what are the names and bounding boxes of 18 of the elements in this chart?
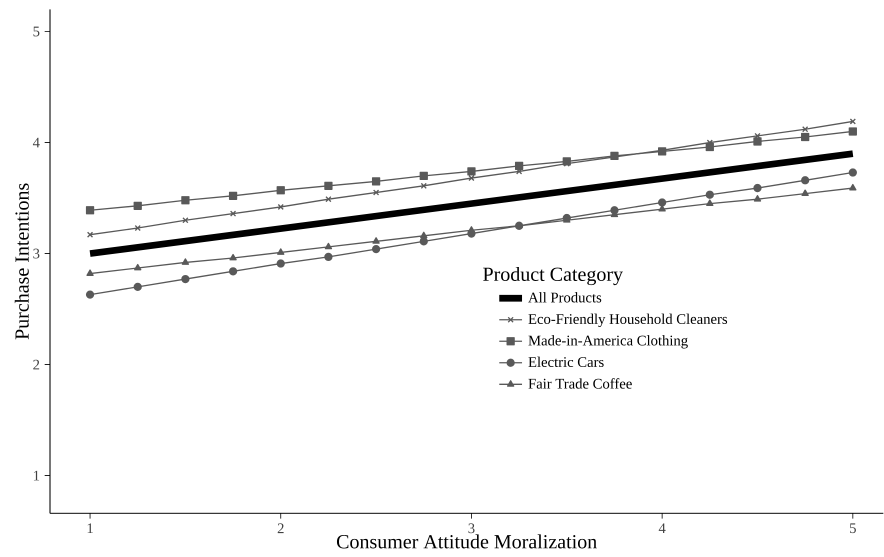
y-tick-label: 2 [33, 360, 40, 370]
x-tick-label: 4 [658, 523, 666, 533]
legend-label: Fair Trade Coffee [528, 378, 632, 388]
legend-label: All Products [528, 292, 602, 302]
legend-label: Electric Cars [528, 356, 604, 367]
y-tick-label: 5 [33, 26, 40, 36]
y-tick-label: 1 [34, 470, 40, 480]
y-axis-title: Purchase Intentions [14, 183, 29, 340]
x-tick-label: 5 [850, 523, 856, 533]
y-tick-label: 4 [32, 138, 40, 148]
y-tick-label: 3 [33, 248, 40, 258]
legend-label: Made-in-America Clothing [528, 335, 688, 348]
legend-title: Product Category [483, 266, 623, 285]
x-tick-label: 1 [88, 523, 93, 533]
legend-label: Eco-Friendly Household Cleaners [528, 314, 728, 327]
x-tick-label: 3 [468, 523, 475, 534]
x-tick-label: 2 [278, 523, 284, 533]
x-axis-title: Consumer Attitude Moralization [336, 534, 597, 548]
